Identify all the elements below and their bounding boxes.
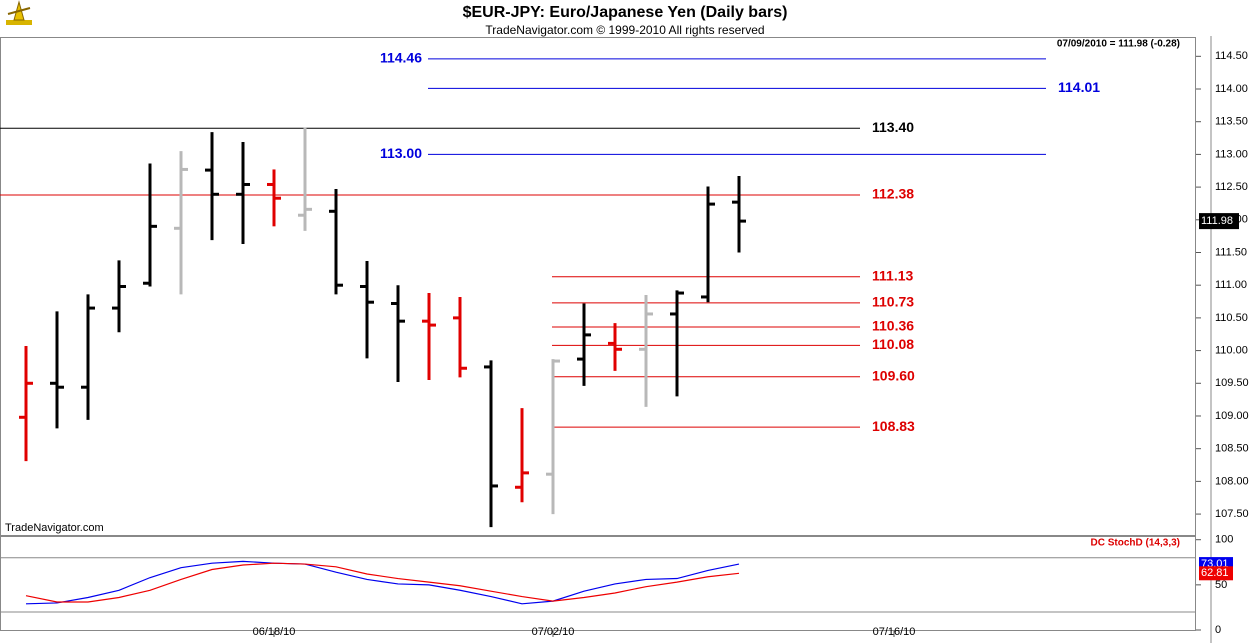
x-tick-label: 07/02/10 [532, 626, 575, 638]
y-tick-label: 114.00 [1215, 83, 1248, 95]
main-panel-frame [0, 37, 1196, 536]
y-tick-label: 112.50 [1215, 181, 1248, 193]
y-tick-label: 110.50 [1215, 312, 1248, 324]
level-label: 114.01 [1058, 79, 1100, 95]
level-label: 110.73 [872, 294, 914, 310]
x-tick-label: 06/18/10 [253, 626, 296, 638]
chart-title: $EUR-JPY: Euro/Japanese Yen (Daily bars) [463, 4, 788, 21]
y-tick-label: 110.00 [1215, 344, 1248, 356]
y-tick-label: 113.00 [1215, 148, 1248, 160]
y-tick-label: 0 [1215, 624, 1221, 636]
level-label: 113.00 [380, 145, 422, 161]
y-tick-label: 111.50 [1215, 246, 1247, 258]
stoch-line [25, 562, 740, 603]
y-tick-label: 109.50 [1215, 377, 1249, 389]
y-tick-label: 113.50 [1215, 116, 1248, 128]
watermark: TradeNavigator.com [5, 522, 104, 534]
level-label: 111.13 [872, 267, 913, 283]
level-label: 108.83 [872, 418, 915, 434]
y-tick-label: 50 [1215, 579, 1227, 591]
value-label: 62.81 [1201, 567, 1229, 579]
last-price-label: 111.98 [1201, 215, 1233, 227]
stoch-line [25, 560, 740, 605]
lower-panel-frame [0, 536, 1196, 631]
indicator-title: DC StochD (14,3,3) [1091, 538, 1180, 549]
x-tick-label: 07/16/10 [873, 626, 916, 638]
value-box [1199, 566, 1233, 581]
y-tick-label: 100 [1215, 534, 1233, 546]
logo [6, 0, 32, 25]
level-label: 110.36 [872, 318, 914, 334]
y-tick-label: 109.00 [1215, 410, 1249, 422]
y-tick-label: 108.50 [1215, 443, 1249, 455]
y-tick-label: 111.00 [1215, 279, 1247, 291]
level-label: 112.38 [872, 186, 914, 202]
y-tick-label: 114.50 [1215, 50, 1248, 62]
last-price-box [1199, 213, 1239, 230]
subtitle: TradeNavigator.com © 1999-2010 All right… [485, 23, 764, 37]
level-label: 109.60 [872, 367, 915, 383]
level-label: 110.08 [872, 336, 914, 352]
level-label: 114.46 [380, 50, 422, 66]
last-quote: 07/09/2010 = 111.98 (-0.28) [1057, 39, 1180, 50]
y-tick-label: 108.00 [1215, 475, 1249, 487]
level-label: 113.40 [872, 119, 914, 135]
y-tick-label: 107.50 [1215, 508, 1249, 520]
